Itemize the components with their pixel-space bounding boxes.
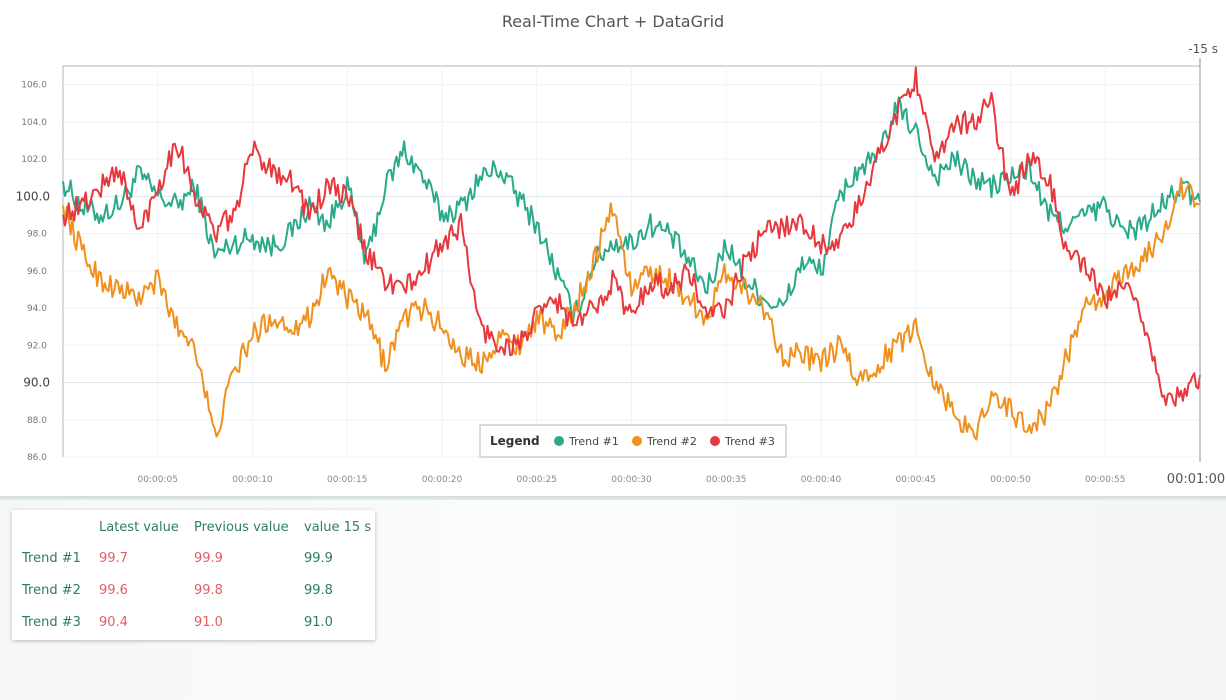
time-window-label: -15 s	[1188, 42, 1218, 56]
series-line-trend-1	[62, 96, 1201, 326]
grid-cell-previous: 99.9	[194, 550, 223, 566]
grid-row-label: Trend #1	[22, 550, 81, 566]
x-tick-label: 00:00:45	[896, 475, 936, 485]
chart-panel: Real-Time Chart + DataGrid 86.0 88.0 92.0 9…	[0, 0, 1226, 496]
x-end-label: 00:01:00	[1167, 472, 1225, 487]
x-tick-label: 00:00:05	[138, 475, 178, 485]
grid-header-empty	[22, 518, 99, 542]
y-tick-label: 92.0	[27, 341, 47, 351]
legend-item-trend-1[interactable]: Trend #1	[568, 435, 619, 448]
y-tick-label: 106.0	[21, 81, 47, 91]
legend-swatch-trend-1	[554, 436, 564, 446]
data-grid: Latest value Previous value value 15 s T…	[12, 510, 375, 640]
grid-cell-value15: 99.9	[304, 550, 333, 566]
legend-item-trend-2[interactable]: Trend #2	[646, 435, 697, 448]
grid-header-previous: Previous value	[194, 519, 289, 535]
legend-item-trend-3[interactable]: Trend #3	[724, 435, 775, 448]
series-layer	[62, 66, 1201, 441]
y-major-tick-label: 100.0	[16, 189, 50, 203]
legend-swatch-trend-2	[632, 436, 642, 446]
y-tick-label: 104.0	[21, 118, 47, 128]
grid-header-latest: Latest value	[99, 519, 179, 535]
panel-separator[interactable]	[0, 496, 1226, 500]
grid-row-label: Trend #2	[22, 582, 81, 598]
realtime-chart[interactable]: 86.0 88.0 92.0 94.0 96.0 98.0 102.0 104.0 106.0 9…	[0, 0, 1226, 496]
grid-cell-value15: 99.8	[304, 582, 333, 598]
legend-swatch-trend-3	[710, 436, 720, 446]
data-grid-table: Latest value Previous value value 15 s T…	[22, 518, 374, 638]
y-tick-label: 96.0	[27, 267, 47, 277]
x-tick-label: 00:00:20	[422, 475, 463, 485]
x-axis: 00:00:05 00:00:10 00:00:15 00:00:20 00:00:25…	[138, 475, 1126, 485]
legend-title: Legend	[490, 434, 540, 448]
grid-header-row: Latest value Previous value value 15 s	[22, 518, 374, 542]
chart-title: Real-Time Chart + DataGrid	[501, 12, 725, 31]
y-major-tick-label: 90.0	[23, 376, 50, 390]
grid-cell-previous: 91.0	[194, 614, 223, 630]
grid-row-trend-3: Trend #3 90.4 91.0 91.0	[22, 606, 374, 638]
grid-header-value15: value 15 s	[304, 519, 372, 535]
grid-lines	[63, 66, 1200, 458]
x-tick-label: 00:00:15	[327, 475, 367, 485]
grid-cell-latest: 99.7	[99, 550, 128, 566]
legend[interactable]: Legend Trend #1 Trend #2 Trend #3	[479, 424, 787, 458]
grid-row-trend-2: Trend #2 99.6 99.8 99.8	[22, 574, 374, 606]
x-tick-label: 00:00:10	[232, 475, 273, 485]
x-tick-label: 00:00:35	[706, 475, 746, 485]
series-line-trend-2	[62, 177, 1201, 441]
grid-row-label: Trend #3	[22, 614, 81, 630]
y-tick-label: 98.0	[27, 230, 47, 240]
x-tick-label: 00:00:50	[990, 475, 1031, 485]
x-tick-label: 00:00:40	[801, 475, 842, 485]
grid-cell-latest: 99.6	[99, 582, 128, 598]
y-tick-label: 102.0	[21, 155, 47, 165]
x-tick-label: 00:00:25	[517, 475, 557, 485]
grid-cell-previous: 99.8	[194, 582, 223, 598]
grid-cell-value15: 91.0	[304, 614, 333, 630]
y-tick-label: 86.0	[27, 453, 47, 463]
y-axis: 86.0 88.0 92.0 94.0 96.0 98.0 102.0 104.0 106.0 9…	[16, 81, 50, 463]
x-tick-label: 00:00:30	[611, 475, 652, 485]
y-tick-label: 94.0	[27, 304, 47, 314]
series-line-trend-3	[62, 66, 1201, 407]
y-tick-label: 88.0	[27, 416, 47, 426]
x-tick-label: 00:00:55	[1085, 475, 1125, 485]
grid-cell-latest: 90.4	[99, 614, 128, 630]
grid-row-trend-1: Trend #1 99.7 99.9 99.9	[22, 542, 374, 574]
